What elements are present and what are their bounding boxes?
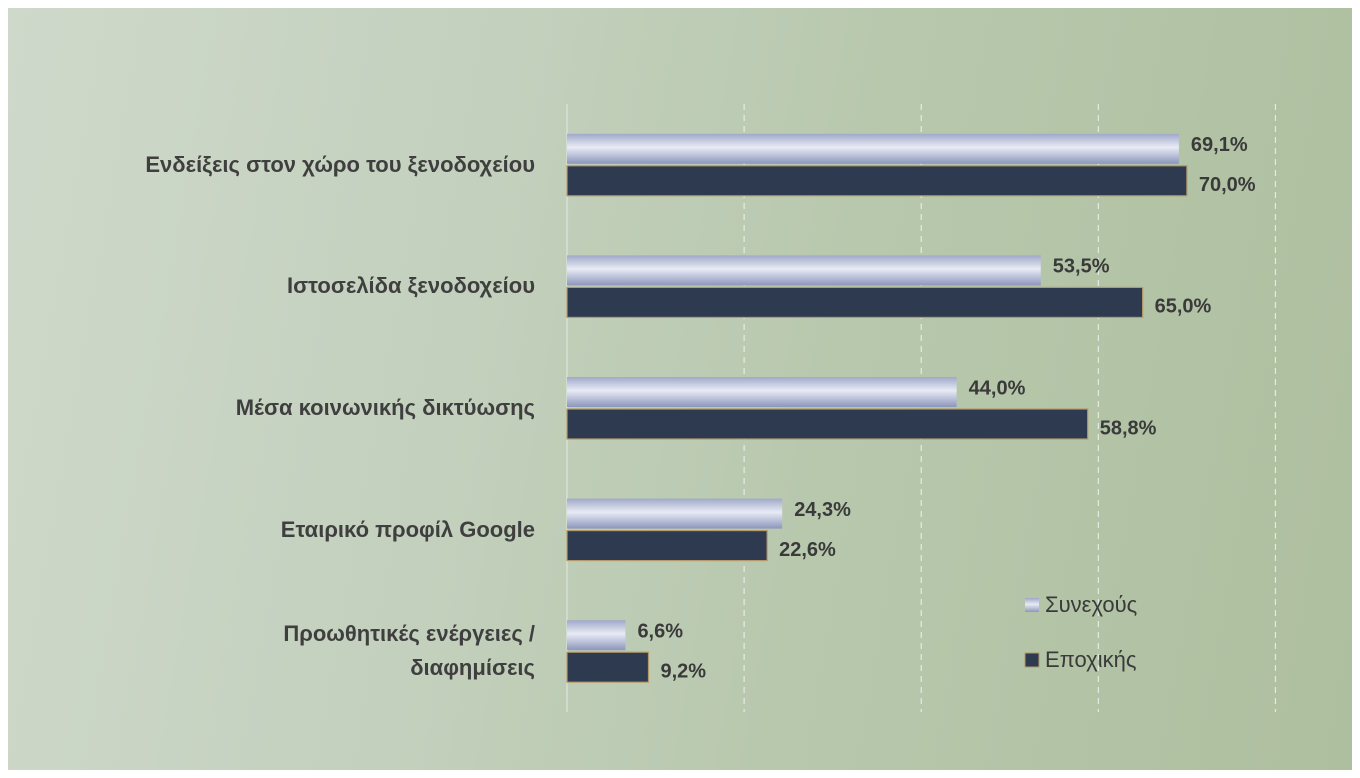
value-label: 58,8% bbox=[1100, 417, 1157, 439]
value-label: 44,0% bbox=[969, 377, 1026, 399]
value-label: 24,3% bbox=[794, 499, 851, 521]
value-label: 9,2% bbox=[660, 660, 706, 682]
legend-label: Εποχικής bbox=[1045, 647, 1136, 672]
bar bbox=[567, 255, 1041, 286]
value-label: 69,1% bbox=[1191, 134, 1248, 156]
value-label: 65,0% bbox=[1155, 296, 1212, 318]
bar bbox=[567, 620, 626, 651]
category-label: Ενδείξεις στον χώρο του ξενοδοχείου bbox=[145, 151, 535, 177]
value-label: 70,0% bbox=[1199, 174, 1256, 196]
legend-marker bbox=[1024, 652, 1040, 668]
bar bbox=[566, 165, 1188, 197]
category-label: Μέσα κοινωνικής δικτύωσης bbox=[235, 395, 535, 420]
value-label: 6,6% bbox=[637, 620, 683, 642]
category-label: Προωθητικές ενέργειες / διαφημίσεις bbox=[283, 621, 535, 681]
legend-label: Συνεχούς bbox=[1045, 592, 1137, 617]
legend-marker bbox=[1025, 598, 1039, 612]
bar bbox=[567, 498, 783, 529]
category-label: Εταιρικό προφίλ Google bbox=[280, 516, 535, 542]
bar bbox=[566, 286, 1144, 318]
bar bbox=[567, 377, 957, 407]
category-label: Ιστοσελίδα ξενοδοχείου bbox=[287, 273, 535, 299]
value-label: 53,5% bbox=[1053, 256, 1110, 278]
bar bbox=[566, 651, 650, 683]
bar bbox=[566, 529, 768, 562]
bar bbox=[567, 133, 1179, 164]
bar bbox=[566, 408, 1089, 440]
value-label: 22,6% bbox=[779, 539, 836, 561]
